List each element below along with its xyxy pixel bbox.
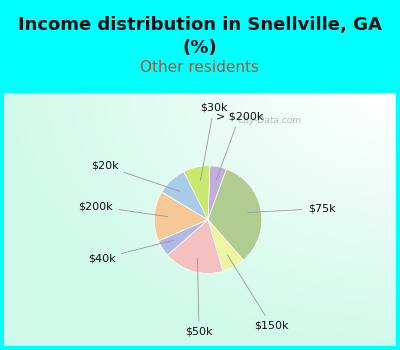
Text: $50k: $50k — [185, 258, 213, 337]
Text: Other residents: Other residents — [140, 60, 260, 75]
Wedge shape — [208, 220, 244, 271]
Text: $75k: $75k — [248, 203, 336, 214]
Wedge shape — [184, 166, 210, 220]
Text: $30k: $30k — [200, 103, 228, 180]
Wedge shape — [208, 166, 226, 220]
Wedge shape — [162, 172, 208, 220]
Wedge shape — [158, 220, 208, 255]
Text: $150k: $150k — [227, 255, 289, 331]
Wedge shape — [208, 169, 262, 260]
Text: City-Data.com: City-Data.com — [238, 116, 302, 125]
Text: Income distribution in Snellville, GA
(%): Income distribution in Snellville, GA (%… — [18, 16, 382, 57]
Text: $20k: $20k — [91, 161, 180, 191]
Text: $200k: $200k — [78, 201, 168, 217]
Wedge shape — [154, 192, 208, 241]
Wedge shape — [168, 220, 223, 273]
Text: $40k: $40k — [88, 240, 174, 264]
Text: > $200k: > $200k — [216, 111, 263, 180]
